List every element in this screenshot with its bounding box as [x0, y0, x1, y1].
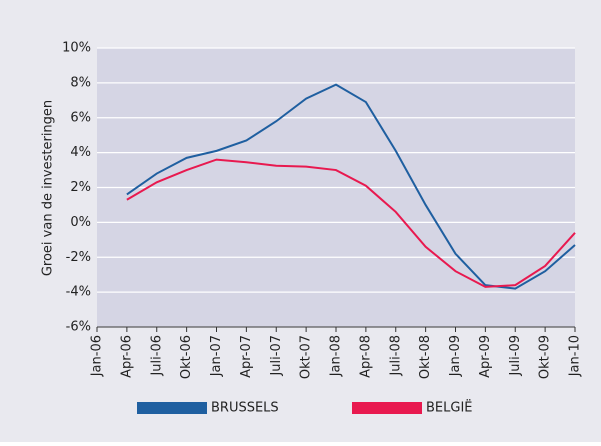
y-tick-label: 10% [62, 41, 91, 56]
x-tick-label: Jan-08 [329, 335, 344, 377]
x-tick-label: Okt-06 [179, 335, 194, 379]
x-tick-label: Okt-09 [538, 335, 553, 379]
x-tick-label: Okt-08 [418, 335, 433, 379]
line [126, 158, 576, 288]
y-tick-label: 8% [70, 75, 91, 90]
x-tick-label: Jan-09 [448, 335, 463, 377]
legend-label: BELGIË [426, 400, 473, 416]
y-tick-label: 4% [70, 145, 91, 160]
x-tick-label: Apr-09 [478, 335, 493, 378]
x-tick-label: Juli-08 [388, 335, 403, 377]
y-tick-label: 0% [70, 215, 91, 230]
y-tick-label: -4% [66, 285, 91, 300]
y-tick-label: -6% [66, 320, 91, 335]
x-tick-label: Juli-06 [149, 335, 164, 377]
x-tick-label: Apr-07 [239, 335, 254, 378]
x-tick-label: Apr-06 [119, 335, 134, 378]
x-tick-label: Okt-07 [299, 335, 314, 379]
y-axis-label: Groei van de investeringen [41, 100, 56, 276]
legend-swatch [352, 402, 422, 414]
x-tick-label: Jan-10 [568, 335, 583, 377]
x-tick-label: Jan-06 [90, 335, 105, 377]
x-tick-label: Jan-07 [209, 335, 224, 377]
legend-swatch [137, 402, 207, 414]
legend-label: BRUSSELS [211, 401, 279, 416]
x-tick-label: Juli-07 [269, 335, 284, 377]
y-tick-label: -2% [66, 250, 91, 265]
y-tick-label: 2% [70, 180, 91, 195]
x-tick-label: Apr-08 [358, 335, 373, 378]
y-tick-label: 6% [70, 110, 91, 125]
x-tick-label: Juli-09 [508, 335, 523, 377]
